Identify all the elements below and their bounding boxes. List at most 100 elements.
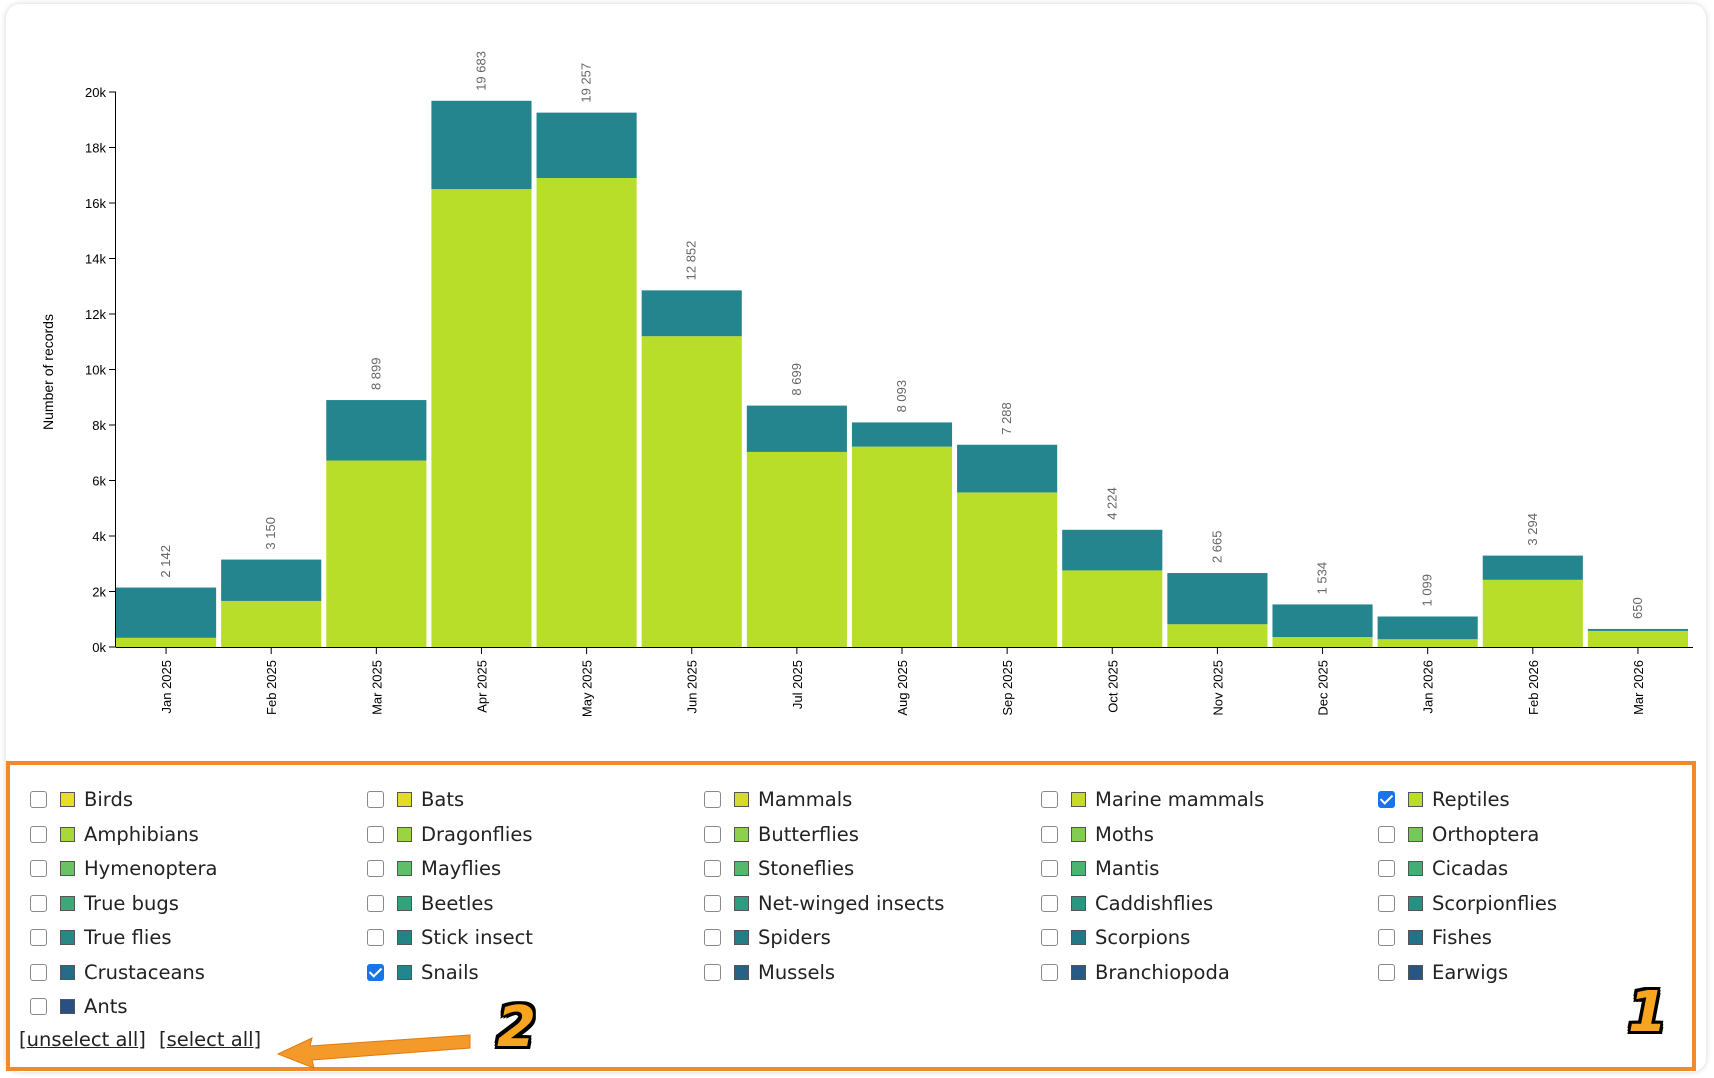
bar-snails-3[interactable]	[431, 100, 532, 190]
bar-reptiles-12[interactable]	[1377, 639, 1478, 647]
checkbox-mayflies[interactable]	[367, 859, 384, 877]
legend-item-hymenoptera[interactable]: Hymenoptera	[30, 856, 217, 880]
bar-snails-10[interactable]	[1167, 573, 1268, 625]
checkbox-net-winged-insects[interactable]	[704, 894, 721, 912]
legend-item-moths[interactable]: Moths	[1041, 822, 1154, 846]
checkbox-beetles[interactable]	[367, 894, 384, 912]
legend-item-ants[interactable]: Ants	[30, 994, 128, 1018]
bar-reptiles-6[interactable]	[746, 451, 847, 647]
bar-reptiles-2[interactable]	[326, 460, 427, 647]
checkbox-spiders[interactable]	[704, 928, 721, 946]
legend-item-snails[interactable]: Snails	[367, 960, 479, 984]
bar-reptiles-0[interactable]	[116, 637, 217, 647]
bar-snails-1[interactable]	[221, 559, 322, 601]
legend-item-mayflies[interactable]: Mayflies	[367, 856, 501, 880]
bar-reptiles-7[interactable]	[851, 446, 953, 647]
legend-item-crustaceans[interactable]: Crustaceans	[30, 960, 205, 984]
bar-reptiles-3[interactable]	[431, 189, 532, 647]
legend-item-mantis[interactable]: Mantis	[1041, 856, 1159, 880]
checkbox-mammals[interactable]	[704, 790, 721, 808]
checkbox-amphibians[interactable]	[30, 825, 47, 843]
checkbox-earwigs[interactable]	[1378, 963, 1395, 981]
legend-item-true-bugs[interactable]: True bugs	[30, 891, 179, 915]
select-all-link[interactable]: [select all]	[159, 1028, 262, 1051]
legend-item-marine-mammals[interactable]: Marine mammals	[1041, 787, 1264, 811]
bar-snails-9[interactable]	[1062, 529, 1163, 571]
legend-item-fishes[interactable]: Fishes	[1378, 925, 1492, 949]
checkbox-hymenoptera[interactable]	[30, 859, 47, 877]
bar-snails-5[interactable]	[641, 290, 742, 337]
checkbox-branchiopoda[interactable]	[1041, 963, 1058, 981]
checkbox-true-bugs[interactable]	[30, 894, 47, 912]
checkbox-ants[interactable]	[30, 997, 47, 1015]
checkbox-stoneflies[interactable]	[704, 859, 721, 877]
legend-item-reptiles[interactable]: Reptiles	[1378, 787, 1510, 811]
legend-item-amphibians[interactable]: Amphibians	[30, 822, 199, 846]
bar-reptiles-11[interactable]	[1272, 637, 1373, 647]
bar-reptiles-10[interactable]	[1167, 624, 1268, 647]
bar-snails-2[interactable]	[326, 400, 427, 461]
checkbox-caddishflies[interactable]	[1041, 894, 1058, 912]
bar-reptiles-5[interactable]	[641, 336, 742, 647]
checkbox-birds[interactable]	[30, 790, 47, 808]
legend-item-earwigs[interactable]: Earwigs	[1378, 960, 1508, 984]
checkbox-cicadas[interactable]	[1378, 859, 1395, 877]
legend-item-spiders[interactable]: Spiders	[704, 925, 831, 949]
legend-item-birds[interactable]: Birds	[30, 787, 133, 811]
legend-item-orthoptera[interactable]: Orthoptera	[1378, 822, 1539, 846]
checkbox-scorpionflies[interactable]	[1378, 894, 1395, 912]
legend-item-mammals[interactable]: Mammals	[704, 787, 852, 811]
bar-snails-14[interactable]	[1587, 628, 1688, 631]
x-tick-label-0: Jan 2025	[159, 660, 174, 714]
legend-item-net-winged-insects[interactable]: Net-winged insects	[704, 891, 944, 915]
checkbox-stick-insect[interactable]	[367, 928, 384, 946]
checkbox-orthoptera[interactable]	[1378, 825, 1395, 843]
legend-label: Caddishflies	[1095, 891, 1214, 915]
checkbox-scorpions[interactable]	[1041, 928, 1058, 946]
checkbox-mussels[interactable]	[704, 963, 721, 981]
checkbox-marine-mammals[interactable]	[1041, 790, 1058, 808]
checkbox-mantis[interactable]	[1041, 859, 1058, 877]
legend-item-scorpionflies[interactable]: Scorpionflies	[1378, 891, 1557, 915]
bar-snails-13[interactable]	[1482, 555, 1583, 580]
legend-item-mussels[interactable]: Mussels	[704, 960, 835, 984]
legend-item-caddishflies[interactable]: Caddishflies	[1041, 891, 1213, 915]
bar-snails-6[interactable]	[746, 405, 847, 452]
checkbox-true-flies[interactable]	[30, 928, 47, 946]
unselect-all-link[interactable]: [unselect all]	[19, 1028, 146, 1051]
checkbox-dragonflies[interactable]	[367, 825, 384, 843]
legend-item-stoneflies[interactable]: Stoneflies	[704, 856, 854, 880]
bar-reptiles-13[interactable]	[1482, 579, 1583, 647]
checkbox-butterflies[interactable]	[704, 825, 721, 843]
checkbox-moths[interactable]	[1041, 825, 1058, 843]
bar-reptiles-8[interactable]	[957, 492, 1058, 647]
legend-item-cicadas[interactable]: Cicadas	[1378, 856, 1508, 880]
legend-item-beetles[interactable]: Beetles	[367, 891, 494, 915]
legend-label: Mussels	[758, 960, 836, 984]
checkbox-bats[interactable]	[367, 790, 384, 808]
bar-reptiles-14[interactable]	[1587, 630, 1688, 647]
checkbox-reptiles[interactable]	[1378, 790, 1395, 808]
legend-item-true-flies[interactable]: True flies	[30, 925, 171, 949]
bar-snails-7[interactable]	[851, 422, 953, 447]
legend-item-butterflies[interactable]: Butterflies	[704, 822, 859, 846]
y-axis-title: Number of records	[40, 314, 56, 430]
bar-snails-4[interactable]	[536, 112, 637, 179]
bar-snails-12[interactable]	[1377, 616, 1478, 640]
legend-item-scorpions[interactable]: Scorpions	[1041, 925, 1190, 949]
bar-snails-11[interactable]	[1272, 604, 1373, 638]
bar-reptiles-1[interactable]	[221, 600, 322, 647]
legend-item-branchiopoda[interactable]: Branchiopoda	[1041, 960, 1230, 984]
bar-snails-8[interactable]	[957, 444, 1058, 493]
legend-item-dragonflies[interactable]: Dragonflies	[367, 822, 533, 846]
bar-snails-0[interactable]	[116, 587, 217, 638]
color-swatch	[1408, 929, 1423, 945]
bar-reptiles-9[interactable]	[1062, 570, 1163, 647]
checkbox-crustaceans[interactable]	[30, 963, 47, 981]
bar-reptiles-4[interactable]	[536, 178, 637, 647]
checkbox-snails[interactable]	[367, 963, 384, 981]
color-swatch	[60, 998, 75, 1014]
checkbox-fishes[interactable]	[1378, 928, 1395, 946]
legend-item-stick-insect[interactable]: Stick insect	[367, 925, 533, 949]
legend-item-bats[interactable]: Bats	[367, 787, 464, 811]
